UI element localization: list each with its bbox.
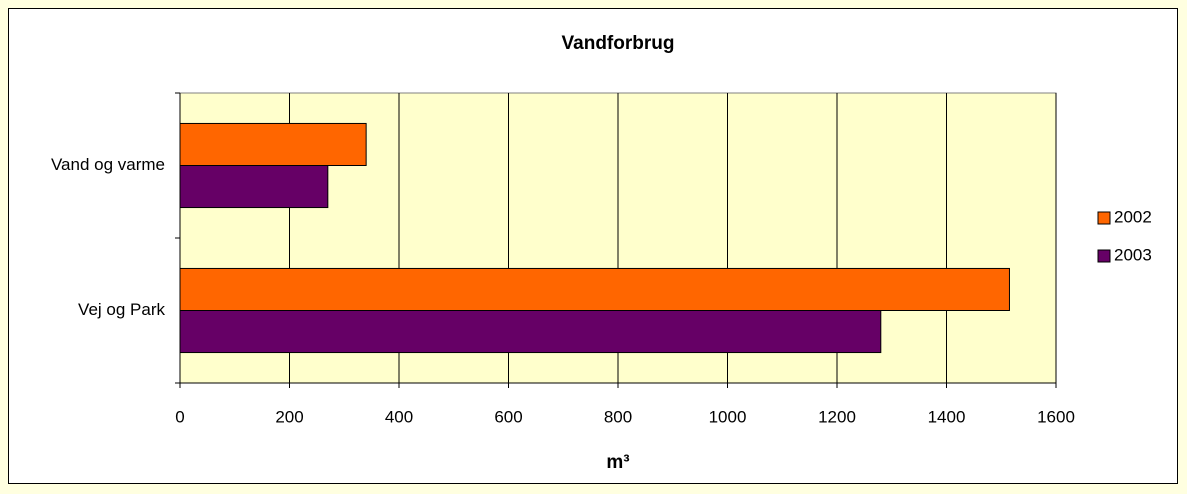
x-tick-label: 0 [175, 407, 184, 426]
legend-label: 2003 [1114, 245, 1152, 264]
x-tick-label: 400 [385, 407, 413, 426]
bar [179, 165, 329, 209]
bar [179, 267, 1010, 312]
x-axis-title: m³ [606, 452, 629, 473]
x-tick-label: 600 [494, 407, 522, 426]
legend-swatch [1097, 211, 1111, 225]
y-tick-label: Vand og varme [51, 155, 165, 174]
bar [179, 122, 367, 166]
legend-label: 2002 [1114, 207, 1152, 226]
x-tick-label: 1600 [1037, 407, 1075, 426]
x-tick-label: 200 [275, 407, 303, 426]
x-tick-label: 1000 [709, 407, 747, 426]
bar [179, 310, 882, 354]
chart-title: Vandforbrug [562, 33, 675, 54]
y-tick-label: Vej og Park [78, 300, 165, 319]
x-tick-label: 1200 [818, 407, 856, 426]
x-tick-label: 800 [604, 407, 632, 426]
x-tick-label: 1400 [928, 407, 966, 426]
legend-swatch [1097, 249, 1111, 263]
